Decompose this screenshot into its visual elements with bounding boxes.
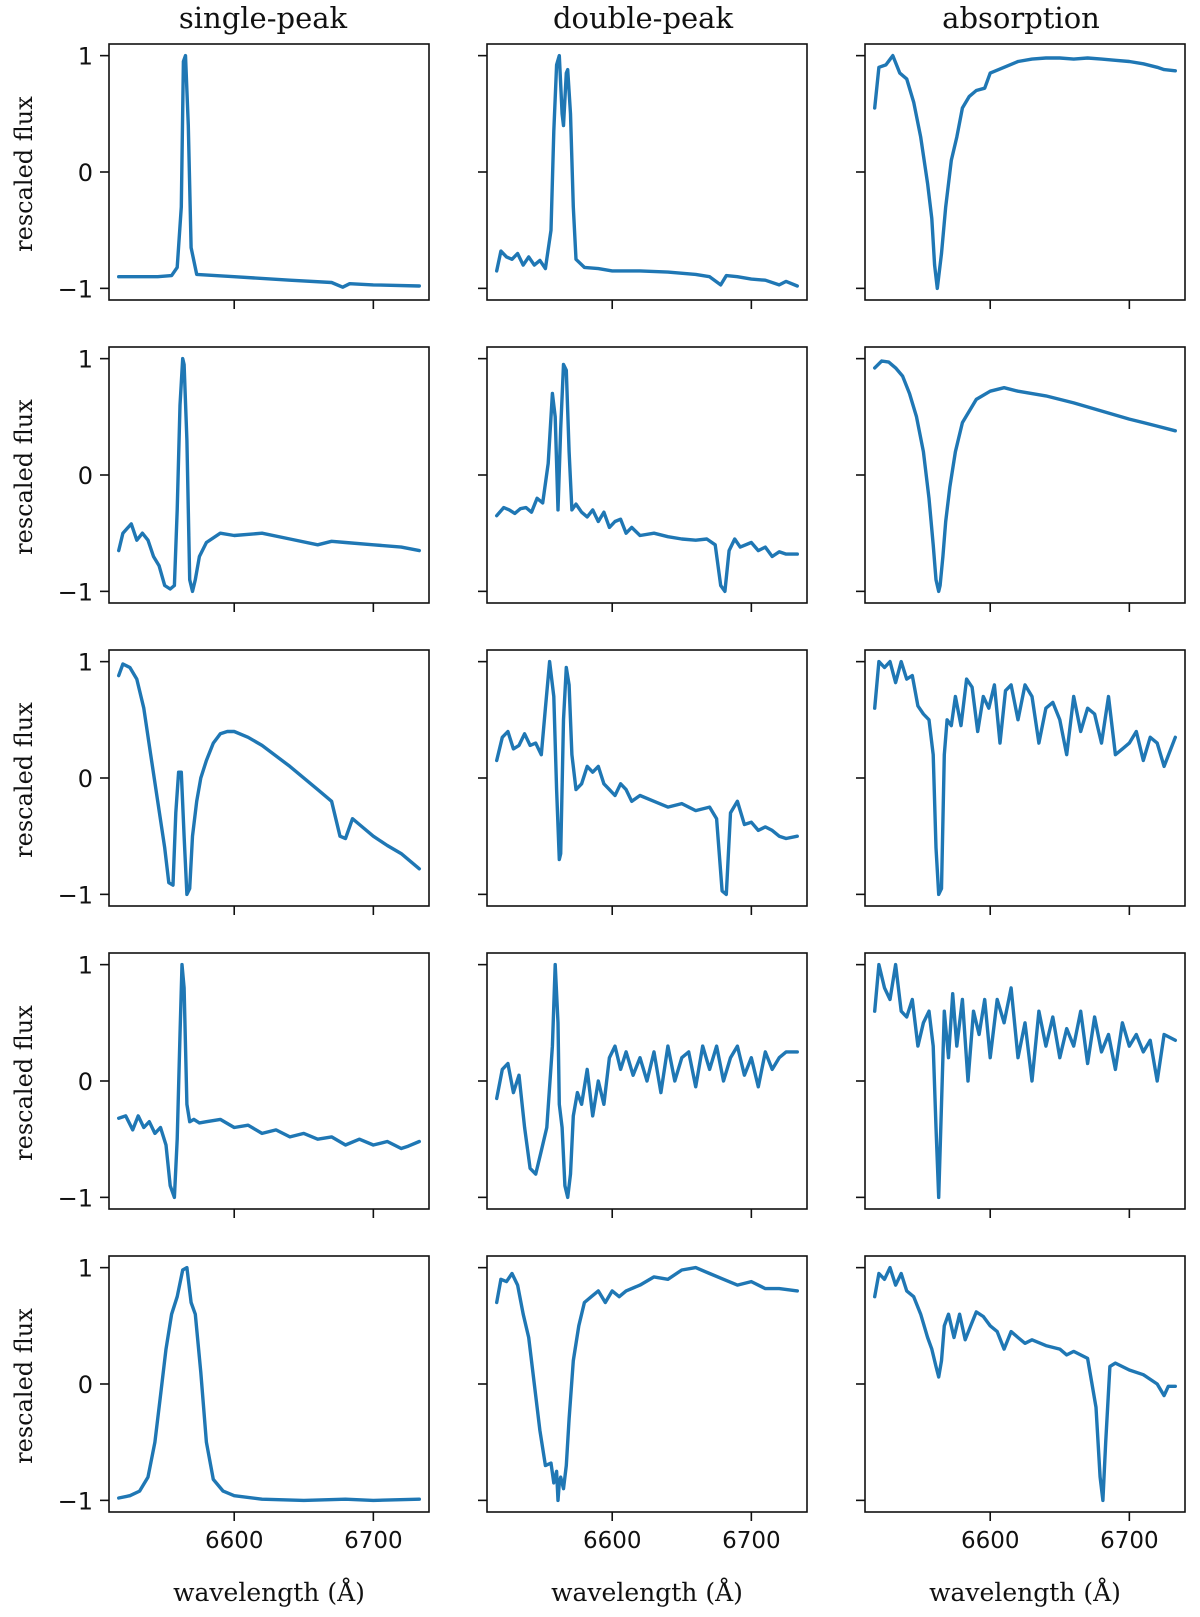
panel-frame [486,346,808,604]
series-line-double-peak-row-2 [495,362,799,594]
series-line-single-peak-row-1 [117,53,421,289]
panel-absorption-row-4 [856,952,1186,1218]
panel-double-peak-row-5: 6600 6700 [478,1255,808,1554]
y-tick-label: −1 [58,578,93,606]
y-tick-label: 0 [78,765,93,793]
y-tick-label: 1 [78,1255,93,1283]
y-tick-label: 0 [78,1068,93,1096]
panel-frame [864,346,1186,604]
y-axis-label-row-2: rescaled flux [10,399,38,555]
y-axis-label-row-1: rescaled flux [10,96,38,252]
x-tick-label: 6600 [583,1528,642,1554]
x-axis-label-single-peak: wavelength (Å) [173,1577,365,1607]
panel-frame [108,952,430,1210]
column-titles: single-peak double-peak absorption [179,1,1100,35]
y-axis-label-row-4: rescaled flux [10,1005,38,1161]
y-tick-label: 0 [78,462,93,490]
panel-single-peak-row-2: 1 0 −1 [58,346,430,612]
series-line-single-peak-row-4 [117,962,421,1200]
y-tick-label: 1 [78,346,93,374]
x-tick-label: 6600 [961,1528,1020,1554]
x-tick-label: 6600 [205,1528,264,1554]
y-tick-label: 1 [78,649,93,677]
x-axis-label-double-peak: wavelength (Å) [551,1577,743,1607]
y-axis-label-row-3: rescaled flux [10,702,38,858]
y-tick-label: −1 [58,1487,93,1515]
series-line-absorption-row-2 [873,359,1177,594]
series-line-absorption-row-4 [873,962,1177,1200]
series-line-single-peak-row-3 [117,662,421,897]
series-line-absorption-row-1 [873,53,1177,291]
series-line-double-peak-row-1 [495,53,799,288]
y-tick-label: −1 [58,881,93,909]
panel-absorption-row-1 [856,43,1186,309]
x-tick-label: 6700 [1100,1528,1159,1554]
panel-single-peak-row-3: 1 0 −1 [58,649,430,915]
panel-double-peak-row-3 [478,649,808,915]
column-title-absorption: absorption [942,1,1100,35]
panel-double-peak-row-4 [478,952,808,1218]
y-tick-label: 1 [78,952,93,980]
x-tick-label: 6700 [344,1528,403,1554]
panel-single-peak-row-5: 1 0 −1 6600 6700 [58,1255,430,1554]
series-line-double-peak-row-5 [495,1265,799,1503]
y-tick-label: 0 [78,1371,93,1399]
y-axis-label-row-5: rescaled flux [10,1308,38,1464]
series-line-double-peak-row-4 [495,962,799,1200]
panel-absorption-row-3 [856,649,1186,915]
panel-single-peak-row-1: 1 0 −1 [58,43,430,309]
panel-frame [864,43,1186,301]
column-title-double-peak: double-peak [553,1,734,35]
y-axis-labels: rescaled flux rescaled flux rescaled flu… [10,96,38,1464]
panel-absorption-row-2 [856,346,1186,612]
panel-single-peak-row-4: 1 0 −1 [58,952,430,1218]
panel-frame [864,952,1186,1210]
panel-absorption-row-5: 6600 6700 [856,1255,1186,1554]
panel-double-peak-row-2 [478,346,808,612]
series-line-single-peak-row-5 [117,1265,421,1503]
panel-frame [486,649,808,907]
series-line-single-peak-row-2 [117,356,421,594]
panel-frame [108,1255,430,1513]
y-tick-label: −1 [58,1184,93,1212]
x-tick-label: 6700 [722,1528,781,1554]
panel-frame [486,43,808,301]
y-tick-label: 0 [78,159,93,187]
series-line-absorption-row-3 [873,659,1177,897]
x-axis-label-absorption: wavelength (Å) [929,1577,1121,1607]
panel-double-peak-row-1 [478,43,808,309]
y-tick-label: −1 [58,275,93,303]
series-line-absorption-row-5 [873,1265,1177,1503]
series-line-double-peak-row-3 [495,659,799,897]
panel-frame [108,43,430,301]
column-title-single-peak: single-peak [179,1,348,35]
panel-frame [108,649,430,907]
y-tick-label: 1 [78,43,93,71]
x-axis-labels: wavelength (Å) wavelength (Å) wavelength… [173,1577,1121,1607]
